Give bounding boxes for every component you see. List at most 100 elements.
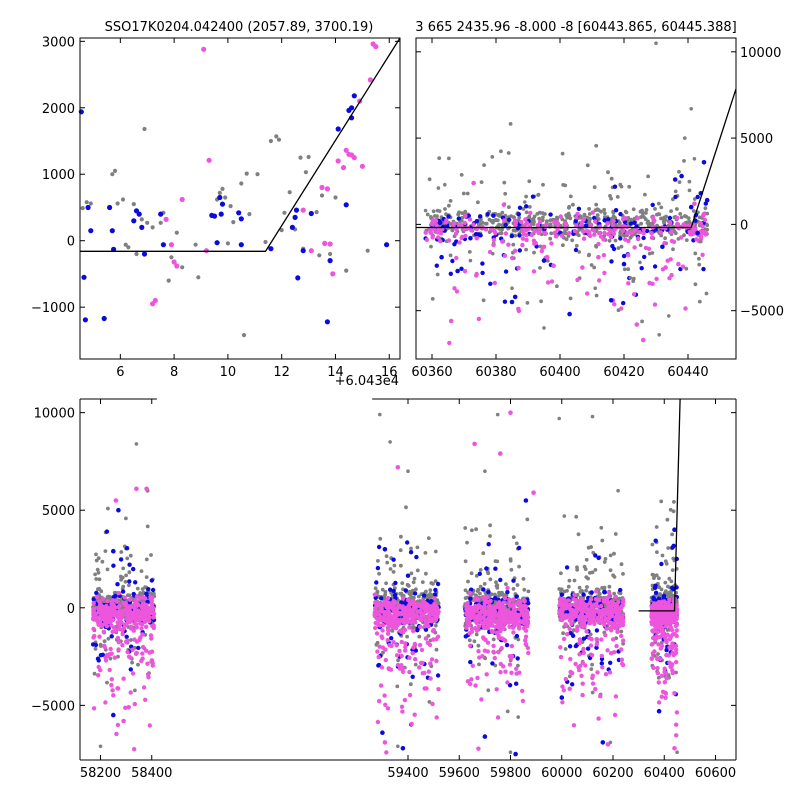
data-point-magenta: [134, 650, 139, 656]
data-point-blue: [592, 215, 597, 221]
data-point-blue: [295, 275, 301, 281]
data-point-blue: [434, 263, 439, 268]
data-point-magenta: [426, 669, 431, 674]
data-point-magenta: [147, 723, 152, 728]
data-point-magenta: [585, 291, 590, 296]
data-point-grey: [656, 675, 661, 680]
data-point-magenta: [605, 599, 611, 605]
data-point-magenta: [484, 672, 489, 677]
data-point-magenta: [596, 254, 601, 260]
data-point-grey: [659, 205, 664, 210]
data-point-magenta: [397, 648, 402, 654]
data-point-magenta: [582, 602, 587, 607]
data-point-magenta: [402, 697, 408, 703]
data-point-grey: [127, 570, 132, 575]
data-point-grey: [412, 625, 416, 630]
data-point-magenta: [577, 652, 582, 657]
data-point-magenta: [471, 222, 476, 227]
data-point-magenta: [533, 240, 538, 246]
data-point-magenta: [380, 635, 385, 641]
data-point-grey: [217, 190, 222, 195]
data-point-blue: [567, 311, 572, 317]
data-point-grey: [568, 296, 573, 301]
data-point-magenta: [142, 596, 148, 601]
data-point-grey: [494, 580, 498, 585]
data-point-magenta: [596, 241, 601, 247]
data-point-grey: [687, 179, 692, 184]
data-point-magenta: [372, 592, 378, 597]
data-point-magenta: [516, 306, 521, 312]
data-point-magenta: [559, 233, 565, 238]
data-point-grey: [145, 220, 150, 225]
data-point-grey: [640, 208, 644, 213]
data-point-magenta: [626, 253, 631, 258]
data-point-grey: [375, 640, 380, 645]
data-point-blue: [300, 248, 306, 254]
data-point-magenta: [121, 676, 126, 681]
data-point-magenta: [115, 635, 121, 641]
data-point-magenta: [492, 280, 497, 286]
data-point-grey: [411, 580, 416, 585]
data-point-magenta: [430, 701, 435, 707]
data-point-magenta: [511, 604, 516, 609]
data-point-magenta: [563, 600, 568, 605]
data-point-magenta: [480, 654, 485, 659]
data-point-magenta: [146, 675, 151, 680]
data-point-grey: [682, 159, 686, 163]
data-point-magenta: [140, 651, 145, 656]
data-point-blue: [660, 244, 665, 250]
data-point-blue: [493, 596, 498, 601]
data-point-magenta: [552, 230, 558, 235]
data-point-grey: [476, 200, 480, 205]
data-point-blue: [107, 204, 113, 211]
data-point-magenta: [128, 626, 134, 631]
data-point-grey: [597, 592, 602, 596]
data-point-magenta: [134, 625, 140, 630]
data-point-grey: [384, 554, 389, 559]
data-point-magenta: [590, 210, 595, 215]
data-point-grey: [619, 244, 624, 249]
data-point-blue: [514, 633, 520, 639]
y-tick-label: 10000: [740, 46, 781, 61]
data-point-grey: [282, 210, 287, 215]
data-point-magenta: [407, 669, 412, 675]
data-point-grey: [574, 514, 579, 519]
data-point-grey: [505, 709, 510, 714]
data-point-blue: [101, 315, 107, 322]
data-point-grey: [108, 656, 113, 661]
data-point-magenta: [435, 235, 441, 240]
data-point-magenta: [380, 628, 385, 633]
data-point-grey: [673, 189, 678, 194]
data-point-magenta: [601, 253, 607, 258]
data-point-grey: [588, 216, 592, 221]
data-point-magenta: [491, 242, 496, 248]
data-point-magenta: [602, 270, 607, 276]
data-point-grey: [450, 228, 455, 233]
data-point-magenta: [509, 643, 515, 649]
data-point-magenta: [373, 609, 378, 614]
data-point-grey: [108, 595, 112, 599]
data-point-blue: [308, 210, 314, 217]
data-point-grey: [582, 212, 587, 217]
data-point-grey: [482, 582, 487, 586]
data-point-grey: [126, 245, 131, 250]
data-point-magenta: [394, 618, 399, 623]
data-point-magenta: [513, 611, 518, 617]
data-point-grey: [608, 553, 613, 558]
data-point-magenta: [526, 650, 531, 656]
data-point-magenta: [104, 607, 109, 612]
data-point-blue: [211, 213, 218, 219]
data-point-magenta: [525, 645, 531, 651]
data-point-blue: [410, 674, 415, 679]
data-point-blue: [268, 246, 274, 252]
data-point-magenta: [431, 227, 437, 232]
data-point-blue: [644, 228, 650, 234]
data-point-blue: [659, 561, 664, 567]
data-point-blue: [403, 588, 408, 593]
data-point-blue: [502, 299, 508, 304]
data-point-magenta: [343, 147, 349, 153]
data-point-grey: [429, 244, 433, 249]
data-point-grey: [433, 623, 438, 628]
data-point-grey: [524, 247, 528, 252]
data-point-magenta: [614, 643, 619, 649]
